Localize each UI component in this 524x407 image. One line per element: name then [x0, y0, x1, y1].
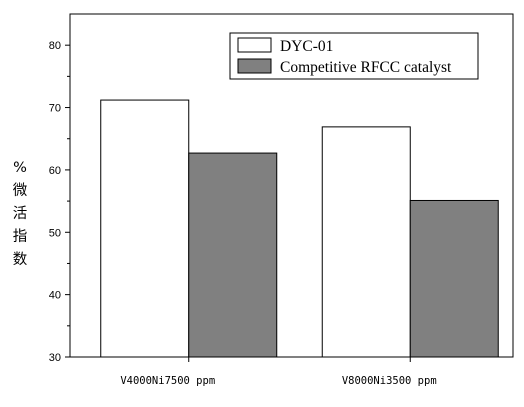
y-tick-label: 70 [49, 103, 61, 115]
legend-swatch [237, 37, 272, 53]
bars [100, 99, 499, 358]
x-axis: V4000Ni7500 ppm V8000Ni3500 ppm [120, 357, 437, 387]
x-tick-label: V4000Ni7500 ppm [120, 375, 215, 387]
y-tick-label: 40 [49, 290, 61, 302]
y-axis-label-char: 微 [13, 182, 28, 199]
legend-swatch [237, 58, 272, 74]
bar [100, 99, 190, 358]
y-tick-label: 60 [49, 165, 61, 177]
y-axis-label-char: 活 [13, 205, 28, 222]
y-axis-label-char: 指 [13, 228, 28, 245]
y-axis: 30 40 50 60 70 80 [49, 40, 70, 364]
y-axis-label-char: 数 [13, 251, 28, 268]
legend-label: Competitive RFCC catalyst [280, 59, 452, 76]
y-axis-label-char: % [13, 160, 27, 176]
bar [321, 126, 411, 358]
y-tick-label: 30 [49, 352, 61, 364]
y-tick-label: 80 [49, 40, 61, 52]
plot-frame [69, 13, 514, 358]
x-tick-label: V8000Ni3500 ppm [342, 375, 437, 387]
bar [409, 199, 499, 358]
legend-label: DYC-01 [280, 38, 333, 55]
legend: DYC-01 Competitive RFCC catalyst [229, 32, 479, 80]
y-tick-label: 50 [49, 227, 61, 239]
bar [188, 152, 278, 358]
